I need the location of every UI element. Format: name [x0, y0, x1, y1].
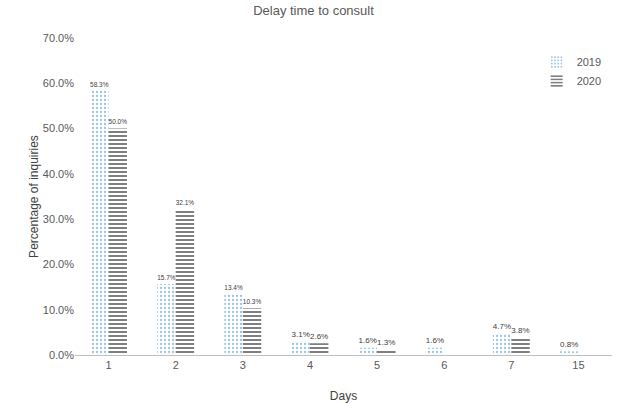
- svg-text:4: 4: [307, 359, 313, 371]
- svg-text:0.8%: 0.8%: [560, 340, 578, 349]
- svg-text:20.0%: 20.0%: [43, 258, 74, 270]
- svg-text:Delay time to consult: Delay time to consult: [253, 3, 374, 18]
- svg-text:2.6%: 2.6%: [310, 332, 328, 341]
- svg-text:1.3%: 1.3%: [377, 338, 395, 347]
- svg-text:2020: 2020: [577, 75, 601, 87]
- svg-text:Percentage of inquiries: Percentage of inquiries: [27, 135, 41, 258]
- svg-text:1: 1: [105, 359, 111, 371]
- svg-text:4.7%: 4.7%: [493, 322, 511, 331]
- svg-text:7: 7: [508, 359, 514, 371]
- svg-text:13.4%: 13.4%: [224, 284, 243, 291]
- svg-text:32.1%: 32.1%: [176, 199, 195, 206]
- svg-text:40.0%: 40.0%: [43, 168, 74, 180]
- svg-text:50.0%: 50.0%: [43, 122, 74, 134]
- svg-text:1.6%: 1.6%: [359, 336, 377, 345]
- svg-text:3.8%: 3.8%: [511, 326, 529, 335]
- svg-text:50.0%: 50.0%: [109, 118, 128, 125]
- svg-text:10.3%: 10.3%: [243, 298, 262, 305]
- svg-text:58.3%: 58.3%: [90, 81, 109, 88]
- svg-text:2019: 2019: [577, 56, 601, 68]
- svg-text:5: 5: [374, 359, 380, 371]
- svg-text:70.0%: 70.0%: [43, 32, 74, 44]
- svg-text:1.6%: 1.6%: [426, 336, 444, 345]
- svg-text:30.0%: 30.0%: [43, 213, 74, 225]
- svg-text:3: 3: [240, 359, 246, 371]
- svg-text:60.0%: 60.0%: [43, 77, 74, 89]
- svg-text:2: 2: [173, 359, 179, 371]
- svg-text:0.0%: 0.0%: [49, 349, 74, 361]
- svg-text:10.0%: 10.0%: [43, 304, 74, 316]
- svg-text:15.7%: 15.7%: [157, 274, 176, 281]
- svg-text:15: 15: [572, 359, 584, 371]
- svg-text:6: 6: [441, 359, 447, 371]
- svg-text:3.1%: 3.1%: [291, 330, 309, 339]
- svg-text:Days: Days: [330, 389, 357, 403]
